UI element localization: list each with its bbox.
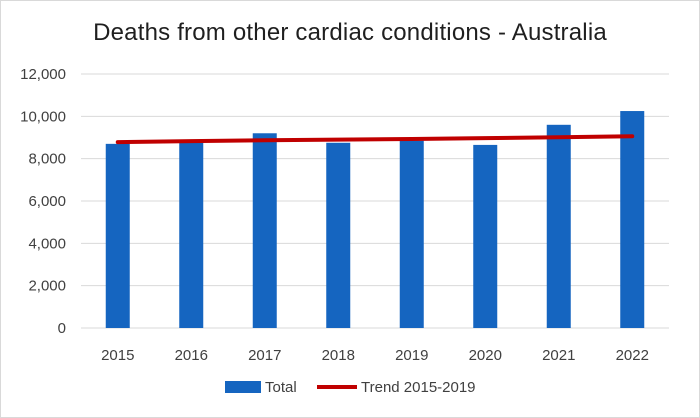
legend-swatch-total	[225, 381, 261, 393]
y-tick-label: 6,000	[28, 193, 66, 210]
trend-series	[115, 134, 635, 145]
bar-2016	[179, 141, 204, 328]
chart-title: Deaths from other cardiac conditions - A…	[93, 19, 607, 46]
x-tick-label: 2015	[101, 347, 134, 364]
bar-series-total	[105, 111, 645, 329]
bar-2018	[326, 142, 351, 328]
bar-2017	[252, 133, 277, 328]
bar-2019	[399, 140, 424, 328]
x-tick-label: 2016	[175, 347, 208, 364]
legend-label-total: Total	[265, 379, 297, 396]
x-tick-label: 2021	[542, 347, 575, 364]
y-tick-label: 0	[58, 320, 66, 337]
y-axis-ticks: 0 2,000 4,000 6,000 8,000 10,000 12,000	[20, 66, 66, 337]
bar-2020	[473, 144, 498, 328]
bar-2015	[105, 143, 130, 328]
x-axis-ticks: 2015 2016 2017 2018 2019 2020 2021 2022	[101, 347, 649, 364]
x-tick-label: 2022	[616, 347, 649, 364]
x-tick-label: 2020	[469, 347, 502, 364]
y-tick-label: 10,000	[20, 108, 66, 125]
y-tick-label: 4,000	[28, 235, 66, 252]
bar-2021	[546, 124, 571, 328]
y-tick-label: 12,000	[20, 66, 66, 83]
y-tick-label: 8,000	[28, 151, 66, 168]
x-tick-label: 2018	[322, 347, 355, 364]
y-tick-label: 2,000	[28, 278, 66, 295]
legend-label-trend: Trend 2015-2019	[361, 379, 476, 396]
trend-line	[115, 134, 635, 145]
gridlines	[81, 73, 669, 329]
bar-2022	[620, 111, 645, 329]
x-tick-label: 2019	[395, 347, 428, 364]
x-tick-label: 2017	[248, 347, 281, 364]
legend: Total Trend 2015-2019	[225, 379, 476, 396]
